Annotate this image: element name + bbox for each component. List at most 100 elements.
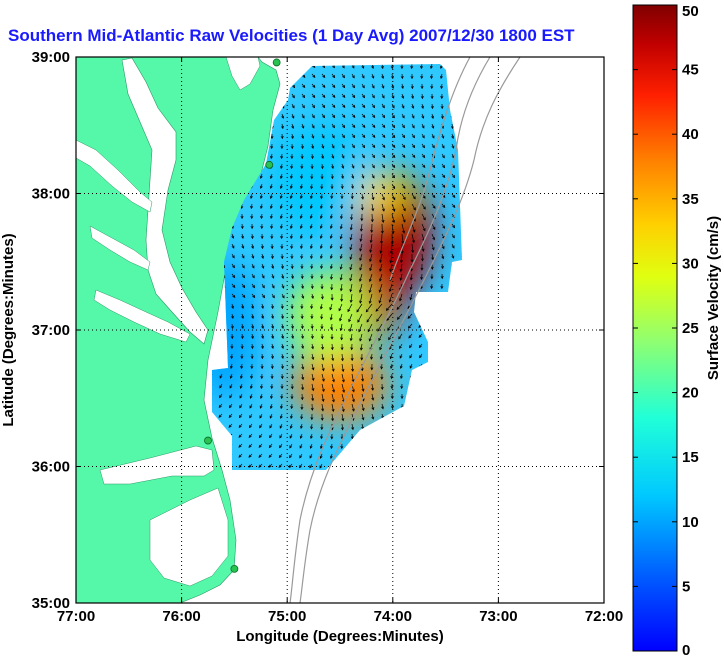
velocity-arrow-head bbox=[279, 195, 283, 199]
velocity-arrow-head bbox=[291, 335, 295, 340]
velocity-arrow-head bbox=[359, 238, 363, 242]
velocity-arrow-head bbox=[309, 225, 313, 229]
velocity-arrow-head bbox=[279, 205, 283, 209]
velocity-arrow-head bbox=[418, 344, 422, 349]
velocity-arrow-head bbox=[422, 228, 426, 232]
velocity-arrow bbox=[370, 353, 373, 360]
velocity-arrow-head bbox=[350, 357, 354, 362]
velocity-arrow-head bbox=[389, 269, 393, 273]
velocity-arrow bbox=[421, 223, 426, 231]
velocity-arrow bbox=[291, 163, 293, 169]
velocity-arrow-head bbox=[259, 175, 263, 179]
velocity-arrow-head bbox=[378, 300, 382, 304]
velocity-arrow-head bbox=[402, 208, 406, 212]
velocity-arrow bbox=[231, 313, 234, 319]
velocity-arrow-head bbox=[248, 425, 252, 429]
velocity-arrow bbox=[441, 223, 445, 229]
velocity-arrow-head bbox=[321, 408, 325, 412]
velocity-arrow-head bbox=[407, 315, 411, 319]
velocity-arrow-head bbox=[441, 135, 445, 139]
velocity-arrow bbox=[379, 343, 383, 350]
velocity-arrow bbox=[411, 163, 416, 168]
velocity-arrow-head bbox=[300, 316, 304, 320]
velocity-arrow-head bbox=[321, 357, 325, 361]
y-tick-label: 38:00 bbox=[32, 186, 70, 203]
velocity-arrow bbox=[371, 163, 375, 168]
velocity-arrow bbox=[321, 123, 325, 128]
velocity-arrow-head bbox=[451, 145, 455, 149]
velocity-arrow bbox=[381, 103, 385, 108]
velocity-arrow bbox=[331, 343, 333, 350]
velocity-arrow-head bbox=[330, 347, 334, 351]
velocity-arrow-head bbox=[301, 135, 305, 139]
velocity-arrow-head bbox=[290, 315, 294, 320]
velocity-arrow bbox=[401, 163, 406, 168]
velocity-arrow bbox=[311, 103, 315, 108]
velocity-arrow bbox=[239, 413, 243, 418]
velocity-arrow bbox=[331, 83, 336, 88]
velocity-arrow bbox=[451, 193, 456, 198]
velocity-arrow bbox=[348, 313, 353, 322]
velocity-arrow bbox=[441, 183, 446, 188]
velocity-arrow bbox=[356, 303, 363, 313]
velocity-arrow bbox=[400, 273, 403, 281]
velocity-arrow-head bbox=[432, 195, 436, 199]
velocity-arrow-head bbox=[270, 225, 274, 230]
velocity-arrow bbox=[401, 153, 406, 158]
velocity-arrow bbox=[320, 433, 323, 439]
velocity-arrow-head bbox=[240, 346, 244, 350]
velocity-arrow-head bbox=[371, 75, 375, 79]
velocity-arrow bbox=[290, 173, 293, 179]
velocity-arrow bbox=[441, 153, 445, 158]
velocity-arrow bbox=[401, 213, 406, 223]
velocity-arrow bbox=[239, 403, 243, 408]
velocity-arrow-head bbox=[361, 65, 365, 69]
velocity-arrow-head bbox=[238, 444, 242, 448]
velocity-arrow-head bbox=[339, 288, 343, 292]
velocity-arrow-head bbox=[410, 76, 414, 80]
velocity-arrow-head bbox=[270, 136, 274, 140]
velocity-arrow bbox=[291, 343, 294, 349]
velocity-arrow bbox=[321, 133, 325, 139]
velocity-arrow-head bbox=[299, 235, 303, 240]
velocity-arrow-head bbox=[431, 115, 435, 120]
velocity-arrow bbox=[260, 203, 263, 209]
velocity-arrow-head bbox=[270, 255, 274, 260]
velocity-arrow-head bbox=[451, 255, 455, 259]
velocity-arrow-head bbox=[270, 215, 273, 220]
velocity-arrow bbox=[320, 263, 323, 269]
velocity-arrow bbox=[431, 113, 434, 119]
velocity-arrow-head bbox=[391, 85, 395, 89]
delaware-bay bbox=[225, 57, 261, 91]
velocity-arrow-head bbox=[380, 386, 384, 390]
velocity-arrow-head bbox=[369, 249, 373, 253]
velocity-arrow bbox=[361, 193, 364, 200]
velocity-arrow-head bbox=[401, 105, 405, 109]
velocity-arrow-head bbox=[331, 357, 335, 362]
velocity-arrow-head bbox=[301, 285, 304, 290]
velocity-arrow bbox=[269, 433, 273, 438]
velocity-arrow-head bbox=[331, 379, 335, 383]
velocity-arrow-head bbox=[359, 300, 363, 304]
velocity-arrow-head bbox=[251, 265, 255, 269]
velocity-arrow-head bbox=[359, 278, 362, 282]
velocity-arrow bbox=[321, 293, 323, 299]
velocity-arrow bbox=[361, 183, 364, 189]
velocity-arrow bbox=[320, 203, 323, 209]
velocity-arrow-head bbox=[381, 75, 385, 79]
velocity-arrow bbox=[451, 183, 456, 188]
velocity-arrow bbox=[258, 443, 263, 448]
velocity-arrow bbox=[241, 293, 246, 298]
velocity-arrow-head bbox=[422, 217, 426, 221]
velocity-arrow bbox=[366, 313, 373, 323]
velocity-arrow bbox=[270, 393, 273, 399]
velocity-arrow-head bbox=[369, 239, 373, 244]
velocity-arrow bbox=[359, 253, 363, 261]
velocity-arrow bbox=[380, 353, 383, 360]
velocity-arrow bbox=[259, 413, 263, 419]
velocity-arrow-head bbox=[301, 115, 305, 119]
velocity-arrow-head bbox=[420, 65, 424, 70]
velocity-arrow-head bbox=[290, 396, 294, 400]
velocity-arrow-head bbox=[362, 124, 366, 128]
velocity-arrow bbox=[351, 153, 355, 159]
